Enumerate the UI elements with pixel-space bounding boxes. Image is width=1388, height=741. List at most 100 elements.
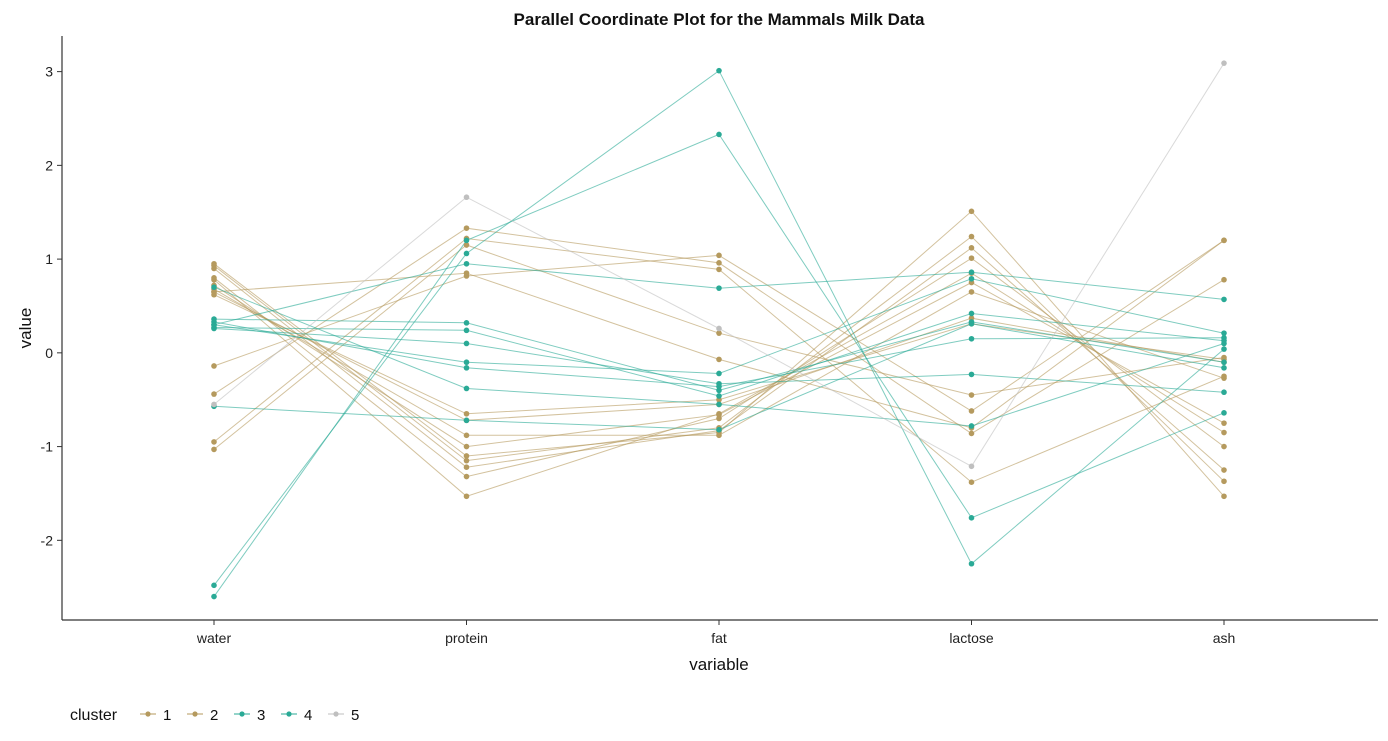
data-point <box>1221 410 1227 416</box>
x-axis-label: variable <box>689 655 749 674</box>
data-point <box>1221 478 1227 485</box>
data-point <box>211 276 217 283</box>
data-point <box>1221 420 1227 426</box>
x-tick-label: fat <box>711 630 727 646</box>
data-point <box>716 411 722 418</box>
y-tick-label: 0 <box>45 345 53 361</box>
data-point <box>968 423 975 429</box>
data-point <box>463 359 470 366</box>
data-point <box>968 275 975 282</box>
data-point <box>716 380 722 387</box>
data-point <box>463 194 470 201</box>
data-point <box>463 443 470 450</box>
data-point <box>463 432 470 439</box>
data-point <box>211 401 217 408</box>
legend-item: 4 <box>281 707 312 724</box>
data-point <box>968 463 975 470</box>
y-tick-label: 2 <box>45 157 53 173</box>
data-point <box>968 515 975 521</box>
data-point <box>968 371 975 378</box>
data-point <box>211 284 217 291</box>
data-point <box>463 340 470 347</box>
data-point <box>463 417 470 424</box>
data-point <box>211 582 217 589</box>
data-point <box>1221 60 1227 66</box>
data-point <box>211 325 217 332</box>
data-point <box>463 327 470 334</box>
data-point <box>1221 467 1227 473</box>
axes: 3 2 1 0 -1 -2 water protein fat lactose ash <box>41 36 1378 646</box>
y-tick-label: 3 <box>45 64 53 80</box>
data-point <box>716 393 722 399</box>
data-point <box>1221 373 1227 380</box>
data-point <box>211 289 217 295</box>
y-tick-label: -1 <box>41 439 54 455</box>
legend-label: 4 <box>304 707 312 724</box>
data-point <box>1221 354 1227 361</box>
x-tick-label: ash <box>1213 630 1236 646</box>
data-point <box>716 370 722 377</box>
data-point <box>211 446 217 453</box>
data-point <box>1221 330 1227 336</box>
data-point <box>968 320 975 327</box>
data-point <box>211 316 217 322</box>
data-point <box>463 320 470 326</box>
x-tick-label: protein <box>445 630 488 646</box>
data-point <box>1221 365 1227 371</box>
series-line-cluster-1 <box>213 281 1225 448</box>
data-point <box>968 335 975 342</box>
legend-item: 3 <box>234 707 265 724</box>
legend-key-point <box>286 711 292 717</box>
data-point <box>463 237 470 244</box>
data-point <box>716 266 722 273</box>
data-point <box>716 432 722 439</box>
data-point <box>211 391 217 397</box>
data-point <box>463 225 470 231</box>
data-point <box>211 363 217 369</box>
data-point <box>968 233 975 240</box>
data-point <box>968 310 975 317</box>
legend: cluster 1 2 3 4 5 <box>70 707 359 724</box>
data-point <box>463 242 470 248</box>
data-point <box>968 479 975 486</box>
data-point <box>968 430 975 437</box>
data-point <box>716 330 722 336</box>
x-tick-label: water <box>196 630 232 646</box>
series-line-cluster-4 <box>213 133 1225 597</box>
data-point <box>968 245 975 251</box>
data-point <box>968 392 975 398</box>
data-point <box>716 285 722 291</box>
data-point <box>1221 346 1227 352</box>
data-point <box>463 493 470 500</box>
data-point <box>968 269 975 276</box>
legend-key-point <box>239 711 245 717</box>
data-point <box>716 252 722 259</box>
data-point <box>463 250 470 257</box>
data-point <box>1221 340 1227 347</box>
data-point <box>1221 237 1227 244</box>
data-point <box>1221 429 1227 436</box>
data-point <box>716 401 722 408</box>
data-point <box>968 289 975 295</box>
data-point <box>463 410 470 417</box>
data-point <box>1221 443 1227 450</box>
legend-item: 5 <box>328 707 359 724</box>
data-point <box>1221 389 1227 396</box>
data-point <box>716 356 722 363</box>
data-point <box>211 439 217 445</box>
series-points <box>211 60 1227 600</box>
data-point <box>463 473 470 480</box>
legend-label: 1 <box>163 707 171 724</box>
legend-key-point <box>333 711 339 717</box>
y-tick-label: -2 <box>41 532 54 548</box>
data-point <box>716 325 722 332</box>
data-point <box>1221 359 1227 366</box>
legend-key-point <box>145 711 151 717</box>
data-point <box>968 208 975 215</box>
data-point <box>463 385 470 392</box>
legend-title: cluster <box>70 707 118 724</box>
data-point <box>463 365 470 371</box>
legend-label: 2 <box>210 707 218 724</box>
legend-key-point <box>192 711 198 717</box>
